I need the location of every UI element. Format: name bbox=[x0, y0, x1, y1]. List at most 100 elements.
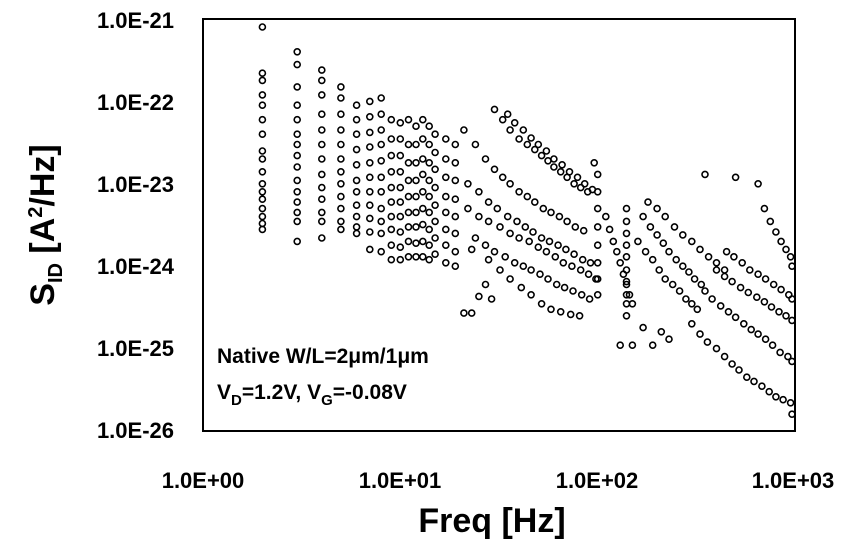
vg-sub: G bbox=[321, 392, 333, 409]
data-point bbox=[761, 335, 770, 344]
data-point bbox=[584, 270, 593, 279]
data-point bbox=[747, 325, 756, 334]
data-point bbox=[365, 201, 374, 209]
data-point bbox=[337, 192, 345, 201]
data-point bbox=[490, 165, 499, 174]
data-point bbox=[396, 135, 405, 143]
data-point bbox=[481, 280, 490, 289]
data-point bbox=[404, 223, 413, 231]
data-point bbox=[396, 198, 405, 206]
data-point bbox=[668, 280, 677, 289]
data-point bbox=[441, 241, 450, 249]
data-point bbox=[396, 168, 405, 176]
data-point bbox=[722, 247, 731, 256]
data-point bbox=[377, 173, 386, 182]
data-point bbox=[634, 237, 642, 246]
data-point bbox=[539, 204, 548, 213]
data-point bbox=[566, 310, 575, 319]
data-point bbox=[777, 237, 785, 246]
data-point bbox=[451, 212, 460, 221]
data-point bbox=[293, 47, 302, 56]
data-point bbox=[682, 295, 690, 303]
data-point bbox=[258, 69, 267, 77]
data-point bbox=[556, 168, 565, 176]
data-point bbox=[293, 198, 302, 206]
data-point bbox=[352, 130, 361, 138]
data-point bbox=[570, 250, 578, 258]
vd-value: =1.2V, bbox=[242, 381, 307, 404]
data-point bbox=[537, 299, 546, 308]
data-point bbox=[337, 140, 345, 149]
data-point bbox=[258, 147, 267, 155]
data-point bbox=[703, 338, 712, 346]
data-point bbox=[258, 195, 267, 203]
data-point bbox=[573, 173, 582, 182]
data-point bbox=[544, 275, 552, 283]
data-point bbox=[387, 212, 396, 221]
data-point bbox=[451, 159, 460, 167]
data-point bbox=[670, 223, 679, 231]
data-point bbox=[551, 252, 560, 261]
data-point bbox=[418, 155, 427, 163]
data-point bbox=[701, 170, 709, 179]
data-point bbox=[418, 170, 427, 179]
data-point bbox=[506, 126, 514, 134]
data-point bbox=[525, 237, 534, 246]
data-point bbox=[258, 155, 267, 163]
data-point bbox=[404, 140, 413, 149]
data-point bbox=[704, 252, 713, 261]
y-tick-label: 1.0E-23 bbox=[97, 172, 174, 197]
y-axis-title-unit-close: /Hz] bbox=[24, 144, 62, 206]
data-point bbox=[467, 309, 476, 317]
data-point bbox=[558, 161, 566, 169]
data-point bbox=[471, 140, 480, 149]
data-point bbox=[577, 290, 586, 299]
data-point bbox=[788, 262, 796, 271]
data-point bbox=[593, 275, 602, 283]
data-point bbox=[563, 217, 571, 226]
data-point bbox=[431, 183, 439, 192]
data-point bbox=[425, 140, 434, 149]
data-point bbox=[569, 287, 577, 295]
data-point bbox=[593, 223, 602, 231]
data-point bbox=[258, 204, 267, 213]
data-point bbox=[653, 204, 661, 213]
y-tick-label: 1.0E-24 bbox=[97, 254, 175, 279]
data-point bbox=[396, 228, 405, 236]
data-point bbox=[431, 148, 439, 157]
data-point bbox=[471, 234, 480, 242]
data-point bbox=[451, 229, 460, 238]
data-point bbox=[431, 130, 439, 138]
data-point bbox=[601, 212, 610, 221]
data-point bbox=[412, 159, 420, 167]
data-point bbox=[396, 255, 405, 264]
device-annotation: Native W/L=2μm/1μm bbox=[217, 345, 429, 368]
data-point bbox=[404, 192, 413, 201]
data-point bbox=[377, 247, 386, 256]
data-point bbox=[576, 266, 585, 274]
data-point bbox=[568, 262, 576, 271]
data-point bbox=[506, 275, 514, 283]
data-point bbox=[622, 204, 631, 213]
data-point bbox=[523, 140, 532, 149]
data-point bbox=[441, 155, 450, 163]
data-point bbox=[352, 201, 361, 209]
x-tick-label: 1.0E+02 bbox=[556, 468, 639, 493]
data-point bbox=[451, 176, 460, 185]
data-point bbox=[622, 229, 631, 238]
x-tick-label: 1.0E+00 bbox=[162, 468, 245, 493]
data-point bbox=[641, 247, 650, 256]
data-point bbox=[501, 252, 510, 261]
data-point bbox=[337, 94, 345, 102]
data-point bbox=[622, 277, 631, 286]
data-point bbox=[622, 266, 631, 274]
data-point bbox=[735, 366, 743, 374]
data-point bbox=[460, 309, 468, 317]
data-point bbox=[377, 126, 386, 134]
data-point bbox=[622, 290, 631, 299]
data-point bbox=[258, 76, 267, 85]
data-point bbox=[696, 245, 704, 254]
data-point bbox=[317, 217, 326, 226]
data-point bbox=[622, 252, 631, 261]
data-point bbox=[337, 225, 345, 234]
